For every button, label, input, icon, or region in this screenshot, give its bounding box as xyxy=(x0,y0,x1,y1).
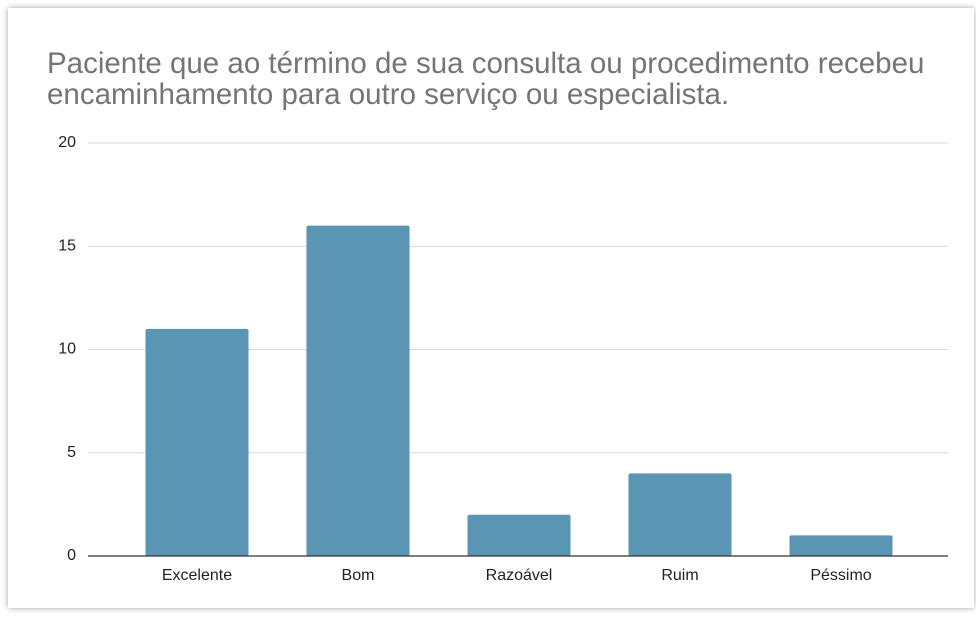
x-tick-label: Ruim xyxy=(661,567,698,584)
bar xyxy=(306,225,410,556)
y-tick-label: 15 xyxy=(58,237,76,254)
x-tick-label: Péssimo xyxy=(810,567,871,584)
bar xyxy=(145,328,249,556)
x-tick-label: Excelente xyxy=(162,567,232,584)
y-tick-label: 10 xyxy=(58,341,76,358)
y-tick-label: 20 xyxy=(58,134,76,151)
bar xyxy=(467,514,571,556)
x-tick-label: Razoável xyxy=(486,567,553,584)
y-tick-label: 0 xyxy=(67,547,76,564)
y-tick-label: 5 xyxy=(67,444,76,461)
chart-title: Paciente que ao término de sua consulta … xyxy=(47,47,925,111)
bar xyxy=(789,535,893,556)
bar xyxy=(628,473,732,556)
x-tick-label: Bom xyxy=(342,567,375,584)
